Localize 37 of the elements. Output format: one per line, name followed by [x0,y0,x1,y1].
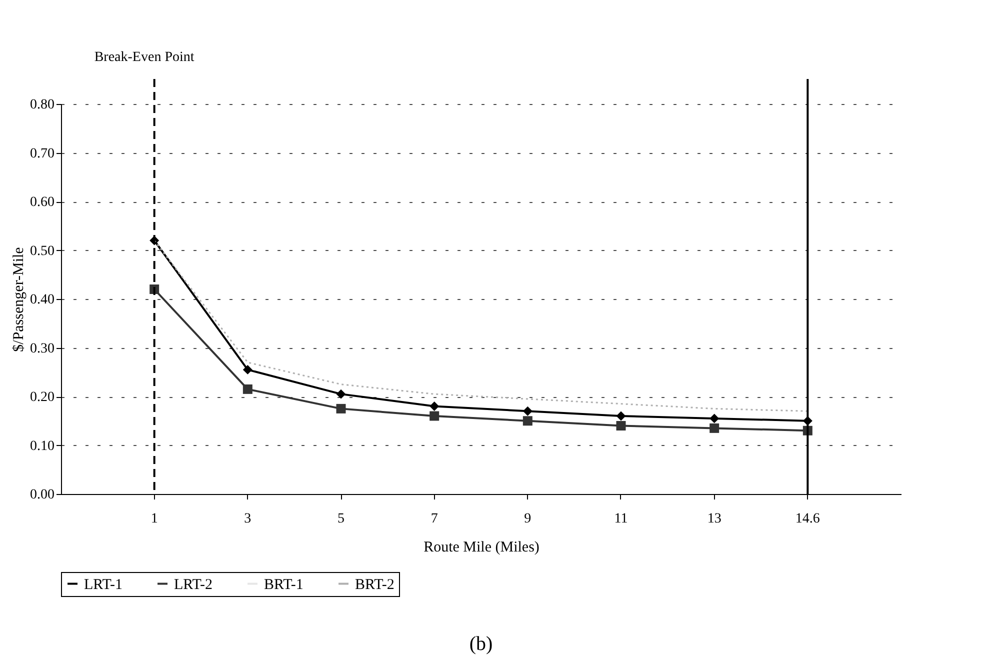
ref-line-label: Break-Even Point [94,50,194,65]
legend-label: BRT-1 [264,576,304,593]
y-tick-label: 0.60 [30,195,54,210]
x-tick-label: 7 [430,512,438,526]
point [616,421,626,430]
point [710,414,720,424]
point [336,389,346,399]
point [336,404,346,414]
y-tick-label: 0.80 [30,98,54,112]
x-tick-label: 11 [614,512,628,526]
y-tick-label: 0.00 [30,488,54,502]
y-axis-title: $/Passenger-Mile [11,246,27,352]
text: (b) [469,633,493,655]
x-tick-label: 13 [707,512,722,526]
y-tick-label: 0.10 [30,438,54,454]
x-tick-label: 14.6 [795,512,820,526]
legend-label: LRT-2 [174,576,213,593]
point [522,406,532,416]
point [430,402,440,411]
legend-label: LRT-1 [84,576,123,593]
x-tick-label: 1 [150,512,158,526]
y-tick-label: 0.20 [30,390,54,405]
x-tick-label: 9 [524,512,532,526]
x-tick-label: 3 [244,512,252,526]
x-tick-label: 5 [338,512,344,526]
point [242,364,252,374]
legend-label: BRT-2 [355,576,394,593]
x-axis-title: Route Mile (Miles) [424,540,540,556]
point [242,384,252,394]
point [616,411,626,421]
point [430,411,440,421]
y-tick-label: 0.70 [30,146,54,162]
point [710,423,720,433]
point [522,416,532,426]
y-tick-label: 0.40 [30,292,54,308]
y-tick-label: 0.50 [30,244,54,259]
y-tick-label: 0.30 [30,341,54,356]
